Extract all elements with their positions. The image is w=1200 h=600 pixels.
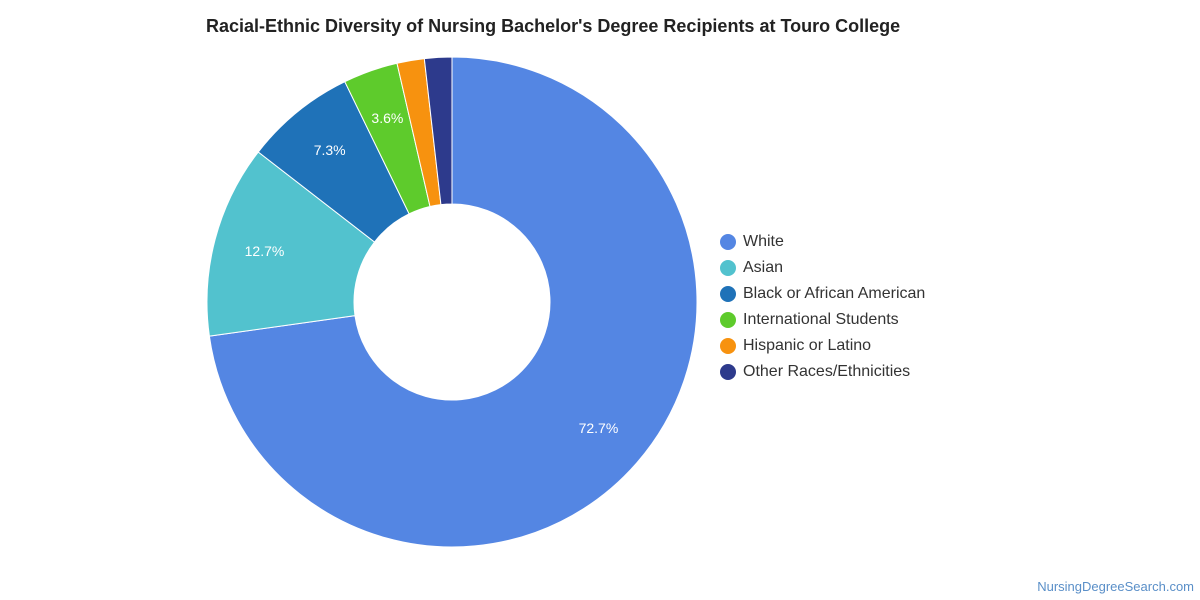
legend-item[interactable]: Asian bbox=[720, 255, 925, 281]
legend-item[interactable]: White bbox=[720, 229, 925, 255]
legend-item[interactable]: International Students bbox=[720, 307, 925, 333]
legend-label: Hispanic or Latino bbox=[743, 337, 872, 354]
source-credit[interactable]: NursingDegreeSearch.com bbox=[1037, 579, 1194, 594]
legend-marker-icon bbox=[720, 260, 736, 276]
legend-label: Black or African American bbox=[743, 285, 926, 302]
legend-item[interactable]: Black or African American bbox=[720, 281, 925, 307]
chart-title: Racial-Ethnic Diversity of Nursing Bache… bbox=[206, 16, 901, 36]
legend-marker-icon bbox=[720, 312, 736, 328]
legend-label: White bbox=[743, 233, 784, 250]
legend-marker-icon bbox=[720, 286, 736, 302]
legend-label: Asian bbox=[743, 259, 784, 276]
slice-data-label: 3.6% bbox=[371, 110, 403, 126]
chart-legend: White Asian Black or African American Inter… bbox=[720, 229, 925, 385]
legend-label: International Students bbox=[743, 311, 899, 328]
slice-data-label: 7.3% bbox=[314, 142, 346, 158]
slice-data-label: 12.7% bbox=[245, 243, 285, 259]
legend-label: Other Races/Ethnicities bbox=[743, 363, 911, 380]
legend-marker-icon bbox=[720, 234, 736, 250]
donut-slice-other-races-ethnicities[interactable] bbox=[423, 56, 453, 206]
legend-marker-icon bbox=[720, 364, 736, 380]
legend-item[interactable]: Other Races/Ethnicities bbox=[720, 359, 925, 385]
slice-data-label: 72.7% bbox=[579, 420, 619, 436]
legend-item[interactable]: Hispanic or Latino bbox=[720, 333, 925, 359]
donut-slice-asian[interactable] bbox=[206, 151, 376, 337]
donut-slice-white[interactable] bbox=[208, 56, 698, 548]
legend-marker-icon bbox=[720, 338, 736, 354]
